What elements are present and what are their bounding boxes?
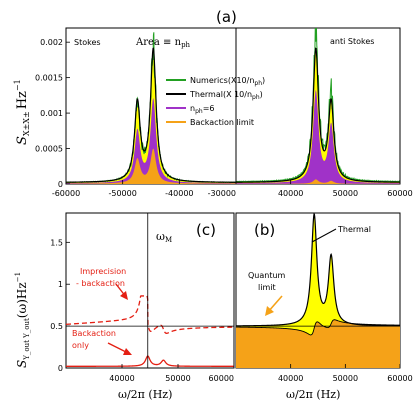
arrow-quantum-head bbox=[265, 306, 274, 316]
backaction-only-label-1: Backaction bbox=[72, 329, 116, 338]
a-left-thermal-fill bbox=[66, 48, 236, 185]
xlabel-c: ω/2π (Hz) bbox=[118, 388, 172, 401]
omega-m-annotation: ωM bbox=[156, 230, 172, 244]
backaction-only-label-2: only bbox=[72, 341, 89, 350]
a-right-thermal-fill bbox=[236, 48, 400, 185]
panel-c-frame bbox=[65, 212, 235, 369]
imprecision-curve bbox=[65, 295, 235, 334]
arrow-backaction-head bbox=[123, 348, 132, 355]
ylabel-c: SY_out Y_out(ω)Hz−1 bbox=[14, 272, 31, 368]
a-left-ytick-label: 0.001 bbox=[40, 109, 63, 118]
arrow-imprecision-head bbox=[120, 291, 128, 300]
legend-label: Numerics(X10/nph) bbox=[190, 76, 265, 87]
anti-stokes-title: anti Stokes bbox=[330, 37, 374, 46]
a-right-nph-fill bbox=[236, 90, 400, 184]
annotation-arrows-c bbox=[107, 283, 132, 355]
imprecision-label-2: - backaction bbox=[76, 279, 125, 288]
panel-label-a: (a) bbox=[216, 8, 237, 26]
quantum-label-2: limit bbox=[258, 283, 276, 292]
a-left-xtick-label: -30000 bbox=[208, 189, 236, 198]
tick-labels: -60000 -50000 -40000 -30000 40000 50000 60000 4… bbox=[35, 38, 413, 383]
c-ytick-label: 1 bbox=[58, 280, 63, 289]
c-xtick-label: 40000 bbox=[109, 374, 134, 383]
quantum-label-1: Quantum bbox=[248, 271, 286, 280]
b-xtick-label: 60000 bbox=[387, 374, 412, 383]
a-left-ytick-label: 0.002 bbox=[40, 38, 63, 47]
a-left-xtick-label: -50000 bbox=[108, 189, 136, 198]
a-left-xtick-label: -60000 bbox=[52, 189, 80, 198]
stokes-title: Stokes bbox=[74, 38, 101, 47]
legend-label: Thermal(X 10/nph) bbox=[189, 90, 263, 101]
a-right-xtick-label: 60000 bbox=[387, 189, 412, 198]
a-right-xtick-label: 50000 bbox=[333, 189, 358, 198]
c-ytick-label: 0.5 bbox=[50, 322, 63, 331]
quantum-limit-line bbox=[235, 319, 401, 336]
arrow-thermal-b bbox=[311, 228, 337, 243]
a-left-nph-fill bbox=[66, 98, 236, 184]
panel-label-b: (b) bbox=[254, 221, 275, 239]
a-right-thermal-line bbox=[236, 47, 401, 183]
ylabel-a: SX±X±Hz−1 bbox=[13, 79, 31, 145]
panel-a-left-series bbox=[65, 32, 237, 185]
a-left-ytick-label: 0 bbox=[58, 180, 63, 189]
legend-label: Backaction limit bbox=[190, 118, 254, 127]
a-left-ytick-label: 0.0005 bbox=[35, 145, 63, 154]
thermal-line-b bbox=[236, 212, 400, 327]
panel-a-right-series bbox=[235, 27, 401, 185]
a-right-backaction-fill bbox=[236, 179, 400, 184]
xlabel-b: ω/2π (Hz) bbox=[286, 388, 340, 401]
tick-marks bbox=[65, 41, 401, 369]
a-left-xtick-label: -40000 bbox=[165, 189, 193, 198]
annotation-arrow-quantum bbox=[265, 295, 283, 316]
backaction-only-curve bbox=[66, 355, 234, 367]
legend-label: nph=6 bbox=[190, 104, 215, 115]
panel-c-series bbox=[65, 213, 235, 368]
b-xtick-label: 40000 bbox=[278, 374, 303, 383]
imprecision-label-1: Imprecision bbox=[80, 267, 126, 276]
legend-a: Numerics(X10/nph) Thermal(X 10/nph) nph=6 B… bbox=[166, 76, 265, 127]
quantum-limit-fill bbox=[236, 319, 400, 368]
panel-label-c: (c) bbox=[196, 221, 216, 239]
c-xtick-label: 60000 bbox=[209, 374, 234, 383]
panel-b-series bbox=[235, 212, 401, 368]
a-left-backaction-fill bbox=[66, 148, 236, 184]
c-ytick-label: 1.5 bbox=[50, 238, 63, 247]
c-xtick-label: 50000 bbox=[165, 374, 190, 383]
a-left-thermal-line bbox=[65, 47, 236, 183]
a-right-xtick-label: 40000 bbox=[278, 189, 303, 198]
c-ytick-label: 0 bbox=[58, 364, 63, 373]
b-xtick-label: 50000 bbox=[333, 374, 358, 383]
a-left-ytick-label: 0.0015 bbox=[35, 74, 63, 83]
thermal-label-b: Thermal bbox=[337, 225, 371, 234]
area-annotation: Area ≡ nph bbox=[135, 37, 191, 49]
